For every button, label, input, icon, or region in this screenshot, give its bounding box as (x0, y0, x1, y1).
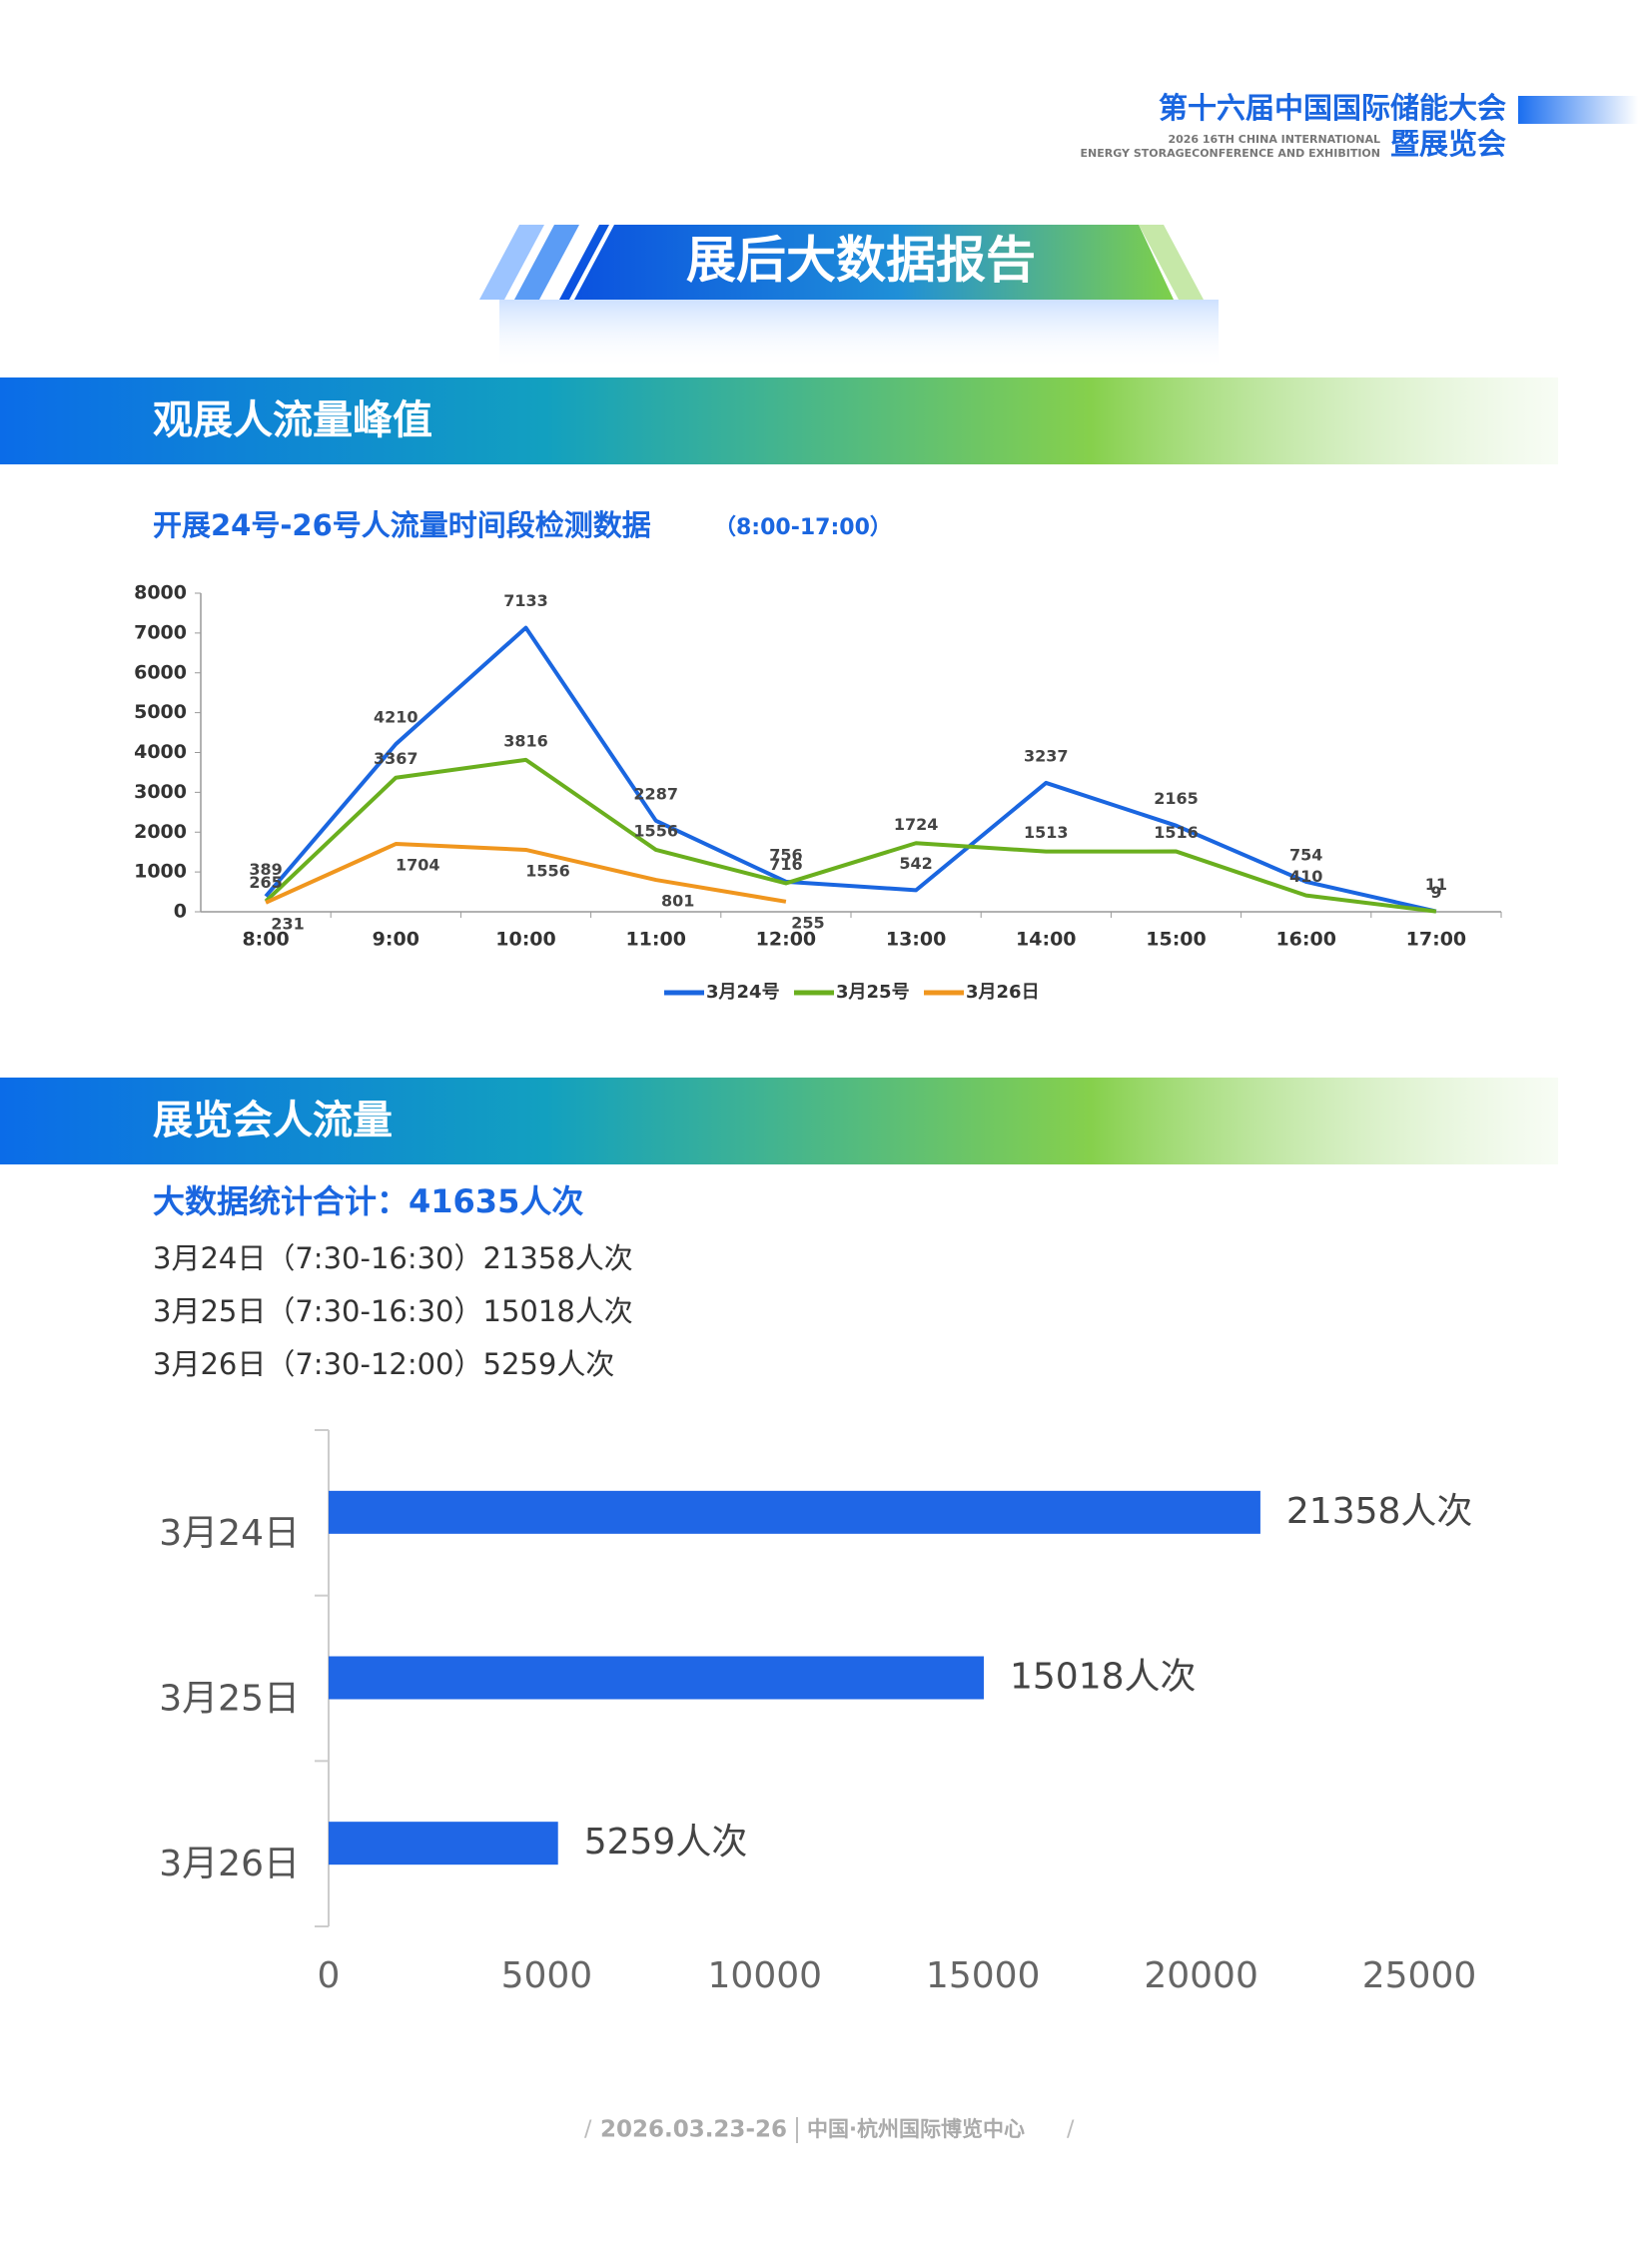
data-label: 255 (791, 913, 824, 932)
legend-label: 3月24号 (706, 982, 780, 1003)
header-accent (1518, 96, 1638, 124)
x-tick-label: 10000 (708, 1955, 823, 1996)
x-tick-label: 12:00 (756, 929, 816, 951)
y-tick-label: 3月26日 (159, 1844, 300, 1884)
data-label: 21358人次 (1286, 1491, 1473, 1532)
y-tick-label: 3月24日 (159, 1513, 300, 1554)
data-label: 5259人次 (584, 1822, 748, 1863)
series-line (264, 757, 1437, 914)
header-en: ENERGY STORAGECONFERENCE AND EXHIBITION (1081, 147, 1380, 160)
banner-title: 展后大数据报告 (686, 232, 1036, 290)
data-label: 3816 (503, 731, 548, 750)
header-title: 第十六届中国国际储能大会 (1159, 91, 1506, 125)
summary-total: 大数据统计合计：41635人次 (153, 1182, 583, 1220)
header-title: 暨展览会 (1390, 127, 1506, 161)
y-tick-label: 1000 (134, 861, 187, 883)
banner-glow (499, 300, 1219, 370)
summary-line: 3月24日（7:30-16:30）21358人次 (153, 1241, 633, 1275)
summary-line: 3月25日（7:30-16:30）15018人次 (153, 1294, 633, 1328)
data-label: 15018人次 (1010, 1657, 1197, 1698)
data-label: 389 (249, 860, 282, 879)
bar (329, 1490, 1260, 1534)
bar (329, 1822, 558, 1866)
data-label: 1724 (894, 815, 939, 834)
x-tick-label: 14:00 (1016, 929, 1076, 951)
x-tick-label: 9:00 (373, 929, 419, 951)
legend-label: 3月25号 (836, 982, 910, 1003)
series-line (265, 842, 787, 905)
y-tick-label: 6000 (134, 661, 187, 683)
data-label: 542 (899, 854, 932, 873)
data-label: 801 (661, 892, 694, 911)
data-label: 756 (769, 845, 802, 864)
data-label: 1556 (525, 861, 570, 880)
series-line (264, 625, 1437, 914)
x-tick-label: 17:00 (1406, 929, 1466, 951)
x-tick-label: 15:00 (1146, 929, 1206, 951)
x-tick-label: 13:00 (886, 929, 946, 951)
deco (479, 225, 544, 300)
section-bar (0, 1078, 1558, 1164)
data-label: 1556 (633, 821, 678, 840)
banner (559, 225, 1174, 300)
header-en: 2026 16TH CHINA INTERNATIONAL (1168, 133, 1380, 146)
x-tick-label: 25000 (1362, 1955, 1477, 1996)
deco (514, 225, 579, 300)
y-tick-label: 3月25日 (159, 1679, 300, 1720)
x-tick-label: 10:00 (495, 929, 555, 951)
data-label: 2287 (633, 784, 678, 803)
bar (329, 1656, 984, 1700)
footer-deco: / (1067, 2117, 1075, 2142)
data-label: 1704 (396, 856, 440, 875)
y-tick-label: 8000 (134, 582, 187, 604)
data-label: 410 (1289, 867, 1322, 886)
x-tick-label: 16:00 (1275, 929, 1335, 951)
x-tick-label: 5000 (501, 1955, 593, 1996)
deco (569, 225, 614, 300)
data-label: 4210 (374, 708, 418, 727)
data-label: 3237 (1024, 746, 1069, 765)
legend-label: 3月26日 (966, 982, 1040, 1003)
data-label: 231 (271, 914, 304, 933)
chart-subtitle: （8:00-17:00） (714, 515, 892, 540)
y-tick-label: 3000 (134, 781, 187, 803)
section-bar (0, 377, 1558, 464)
data-label: 716 (769, 855, 802, 874)
deco (1139, 225, 1204, 300)
footer-venue: 中国·杭州国际博览中心 (807, 2117, 1025, 2141)
footer-date: 2026.03.23-26 (600, 2117, 787, 2143)
data-label: 1513 (1024, 823, 1069, 842)
summary-line: 3月26日（7:30-12:00）5259人次 (153, 1347, 614, 1381)
x-tick-label: 11:00 (625, 929, 685, 951)
x-tick-label: 20000 (1144, 1955, 1258, 1996)
data-label: 754 (1289, 845, 1322, 864)
chart-title: 开展24号-26号人流量时间段检测数据 (153, 508, 651, 542)
x-tick-label: 8:00 (242, 929, 289, 951)
data-label: 1516 (1154, 823, 1199, 842)
data-label: 265 (249, 873, 282, 892)
x-tick-label: 15000 (926, 1955, 1041, 1996)
section-title: 展览会人流量 (153, 1098, 393, 1143)
y-tick-label: 2000 (134, 821, 187, 843)
data-label: 11 (1425, 875, 1447, 894)
y-tick-label: 7000 (134, 621, 187, 643)
x-tick-label: 0 (318, 1955, 341, 1996)
data-label: 2165 (1154, 789, 1199, 808)
section-title: 观展人流量峰值 (153, 397, 432, 443)
y-tick-label: 5000 (134, 701, 187, 723)
y-tick-label: 0 (174, 901, 187, 923)
data-label: 9 (1430, 883, 1441, 902)
footer-deco: / (584, 2117, 592, 2142)
data-label: 7133 (503, 591, 548, 610)
data-label: 3367 (374, 749, 418, 768)
y-tick-label: 4000 (134, 741, 187, 763)
